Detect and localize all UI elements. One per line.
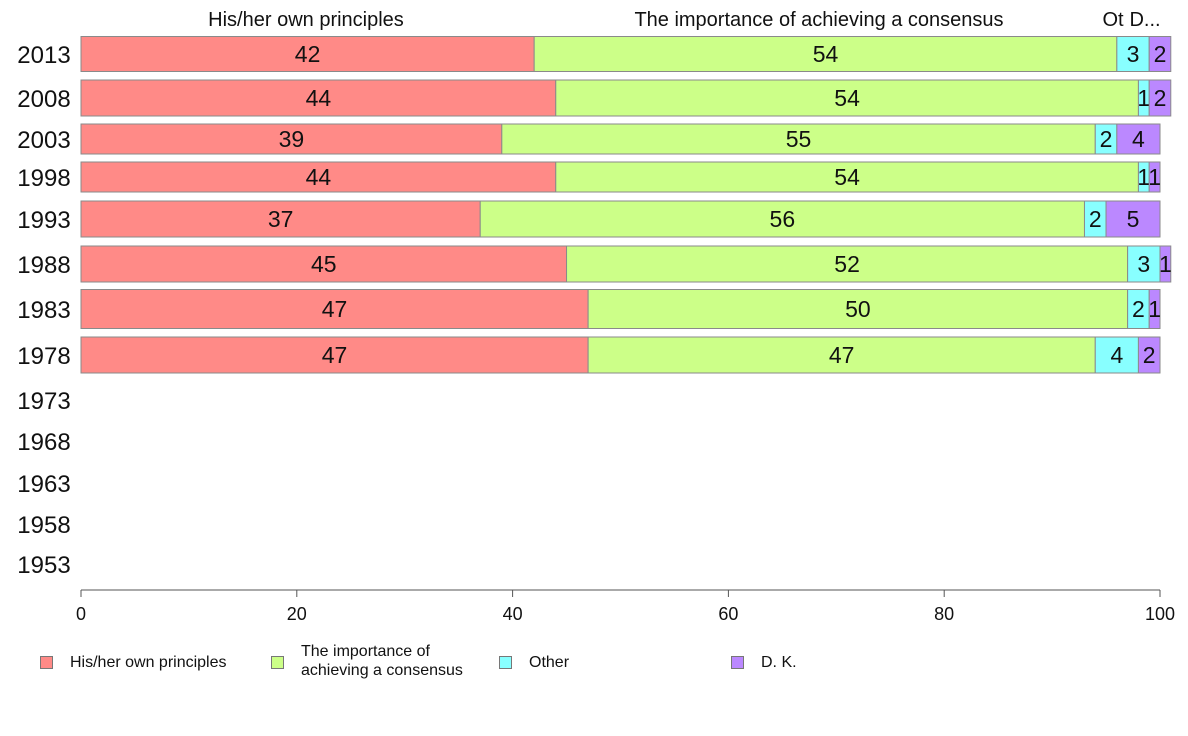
top-label-3: D... — [1129, 9, 1160, 31]
bar-1993-series-3 — [1105, 200, 1161, 238]
data-label-1998-series-2: 1 — [1137, 164, 1150, 190]
data-label-1988-series-2: 3 — [1137, 251, 1150, 277]
bar-1998-series-0 — [80, 161, 557, 193]
data-label-2003-series-3: 4 — [1132, 126, 1145, 152]
data-label-1993-series-3: 5 — [1127, 206, 1140, 232]
data-label-1993-series-1: 56 — [770, 206, 796, 232]
x-tick-label-0: 0 — [76, 604, 86, 624]
x-tick-label-80: 80 — [934, 604, 954, 624]
y-tick-label-2013: 2013 — [17, 42, 70, 69]
data-label-1998-series-1: 54 — [834, 164, 860, 190]
bar-1983-series-1 — [587, 289, 1129, 329]
bar-1998-series-1 — [555, 161, 1139, 193]
data-label-1988-series-1: 52 — [834, 251, 860, 277]
data-label-2003-series-1: 55 — [786, 126, 812, 152]
y-tick-label-2003: 2003 — [17, 127, 70, 154]
data-label-1983-series-3: 1 — [1148, 296, 1161, 322]
x-tick-label-20: 20 — [287, 604, 307, 624]
y-tick-label-1963: 1963 — [17, 471, 70, 498]
y-tick-label-1978: 1978 — [17, 343, 70, 370]
data-label-1998-series-3: 1 — [1148, 164, 1161, 190]
bar-2003-series-1 — [501, 123, 1096, 155]
bar-1988-series-2 — [1127, 245, 1161, 283]
bar-2013-series-2 — [1116, 36, 1150, 72]
data-label-1983-series-2: 2 — [1132, 296, 1145, 322]
bar-2013-series-0 — [80, 36, 535, 72]
bar-1983-series-3 — [1148, 289, 1161, 329]
data-label-1988-series-3: 1 — [1159, 251, 1172, 277]
data-label-2008-series-2: 1 — [1137, 85, 1150, 111]
data-label-2003-series-0: 39 — [279, 126, 305, 152]
bar-1998-series-3 — [1148, 161, 1161, 193]
data-label-2008-series-3: 2 — [1154, 85, 1167, 111]
data-label-1978-series-3: 2 — [1143, 342, 1156, 368]
x-tick-label-60: 60 — [718, 604, 738, 624]
data-label-2008-series-0: 44 — [306, 85, 332, 111]
bar-1978-series-0 — [80, 336, 589, 374]
bar-1978-series-3 — [1137, 336, 1161, 374]
top-label-1: The importance of achieving a consensus — [634, 9, 1003, 31]
y-tick-label-1988: 1988 — [17, 252, 70, 279]
data-label-1998-series-0: 44 — [306, 164, 332, 190]
bar-2008-series-3 — [1148, 79, 1172, 117]
data-label-1993-series-2: 2 — [1089, 206, 1102, 232]
bar-1988-series-3 — [1159, 245, 1172, 283]
y-tick-label-1998: 1998 — [17, 165, 70, 192]
bar-2013-series-3 — [1148, 36, 1172, 72]
data-label-1983-series-0: 47 — [322, 296, 348, 322]
x-tick-label-100: 100 — [1145, 604, 1175, 624]
y-tick-label-1983: 1983 — [17, 297, 70, 324]
bar-1993-series-1 — [479, 200, 1085, 238]
data-label-2003-series-2: 2 — [1100, 126, 1113, 152]
bar-1993-series-0 — [80, 200, 481, 238]
y-tick-label-1953: 1953 — [17, 552, 70, 579]
data-label-2013-series-1: 54 — [813, 41, 839, 67]
data-label-1978-series-1: 47 — [829, 342, 855, 368]
y-tick-label-2008: 2008 — [17, 86, 70, 113]
y-tick-label-1993: 1993 — [17, 207, 70, 234]
data-label-1978-series-2: 4 — [1110, 342, 1123, 368]
top-label-0: His/her own principles — [208, 9, 404, 31]
x-tick-label-40: 40 — [503, 604, 523, 624]
y-tick-label-1973: 1973 — [17, 388, 70, 415]
bar-2008-series-0 — [80, 79, 557, 117]
y-tick-label-1958: 1958 — [17, 512, 70, 539]
data-label-1978-series-0: 47 — [322, 342, 348, 368]
data-label-2013-series-2: 3 — [1127, 41, 1140, 67]
bar-2003-series-3 — [1116, 123, 1161, 155]
data-label-2008-series-1: 54 — [834, 85, 860, 111]
top-label-2: Ot — [1102, 9, 1124, 31]
bar-1978-series-2 — [1094, 336, 1139, 374]
data-label-1988-series-0: 45 — [311, 251, 337, 277]
data-label-2013-series-3: 2 — [1154, 41, 1167, 67]
data-label-2013-series-0: 42 — [295, 41, 321, 67]
y-tick-label-1968: 1968 — [17, 429, 70, 456]
bar-1983-series-0 — [80, 289, 589, 329]
bar-2008-series-1 — [555, 79, 1139, 117]
bar-1988-series-1 — [566, 245, 1129, 283]
data-label-1993-series-0: 37 — [268, 206, 294, 232]
bar-2003-series-0 — [80, 123, 503, 155]
bar-1988-series-0 — [80, 245, 568, 283]
data-label-1983-series-1: 50 — [845, 296, 871, 322]
bar-2013-series-1 — [533, 36, 1118, 72]
